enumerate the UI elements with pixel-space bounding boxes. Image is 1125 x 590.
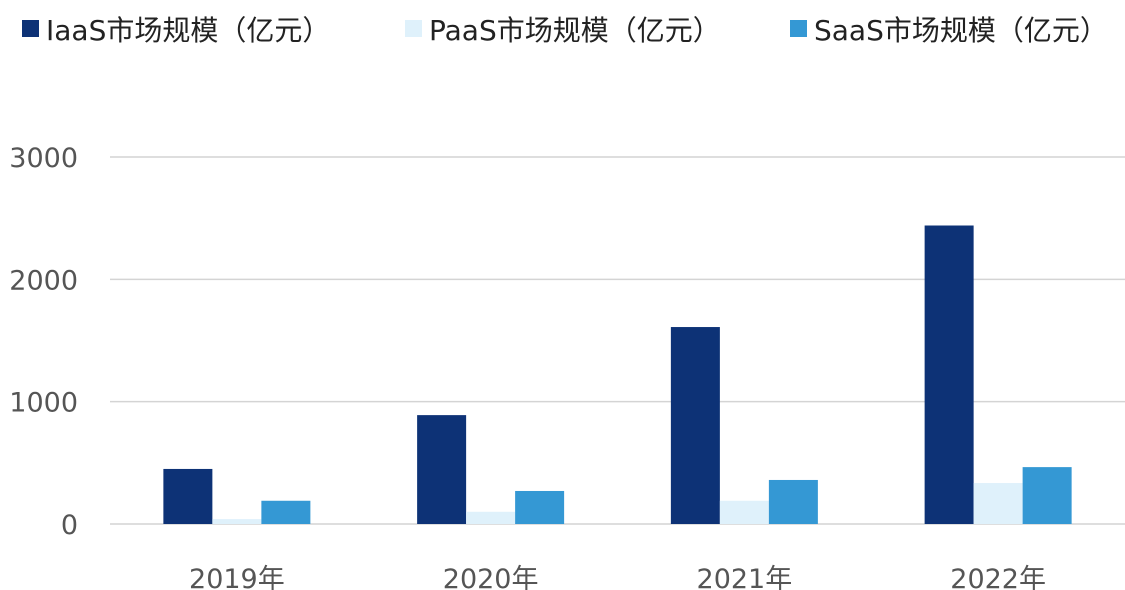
- x-tick-label: 2022年: [950, 564, 1046, 590]
- legend-label: IaaS市场规模（亿元）: [46, 14, 330, 47]
- legend-label: SaaS市场规模（亿元）: [814, 14, 1108, 47]
- legend-swatch: [22, 20, 39, 37]
- bar: [768, 479, 818, 524]
- x-tick-label: 2021年: [697, 564, 793, 590]
- bar: [924, 225, 974, 525]
- bar: [466, 511, 516, 524]
- bar: [212, 519, 262, 524]
- bar: [261, 500, 311, 524]
- bar: [719, 500, 769, 524]
- bar: [1022, 467, 1072, 524]
- x-tick-label: 2019年: [189, 564, 285, 590]
- legend-swatch: [405, 20, 422, 37]
- y-tick-label: 3000: [9, 143, 78, 174]
- y-tick-label: 1000: [9, 388, 78, 419]
- bar: [417, 415, 467, 524]
- y-tick-label: 0: [61, 510, 78, 541]
- bar: [515, 490, 565, 524]
- bar: [670, 327, 720, 524]
- bar: [973, 483, 1023, 524]
- bar: [163, 468, 213, 524]
- x-tick-label: 2020年: [443, 564, 539, 590]
- legend-swatch: [790, 20, 807, 37]
- legend-label: PaaS市场规模（亿元）: [429, 14, 721, 47]
- y-tick-label: 2000: [9, 265, 78, 296]
